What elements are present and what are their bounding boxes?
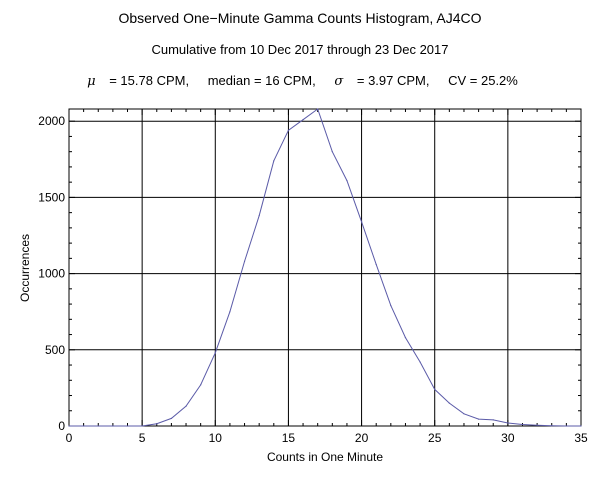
mu-symbol: μ (87, 74, 96, 89)
data-point (97, 425, 99, 427)
data-point (229, 311, 231, 313)
data-point (331, 151, 333, 153)
data-point (126, 425, 129, 427)
series-layer (68, 108, 582, 427)
y-tick-label: 1000 (38, 267, 65, 281)
data-point (390, 305, 392, 307)
y-tick-label: 500 (45, 343, 65, 357)
stat-sigma: σ = 3.97 CPM, (329, 73, 434, 89)
data-point (478, 418, 480, 420)
x-tick-label: 5 (139, 431, 146, 445)
sigma-symbol: σ (334, 74, 344, 89)
data-point (68, 425, 70, 427)
stat-mean: μ = 15.78 CPM, (82, 73, 194, 89)
data-point (287, 129, 290, 131)
stat-mean-value: = 15.78 CPM, (109, 73, 190, 88)
data-point (83, 425, 85, 427)
data-point (112, 425, 114, 427)
chart-stats-line: μ = 15.78 CPM, median = 16 CPM, σ = 3.97… (0, 73, 600, 89)
data-point (463, 413, 465, 415)
data-point (273, 160, 275, 162)
data-point (243, 260, 246, 263)
y-tick-label: 2000 (38, 114, 65, 128)
data-point (317, 108, 319, 110)
stat-sigma-value: = 3.97 CPM, (356, 73, 430, 88)
data-point (258, 215, 260, 217)
tick-layer: 0 5 10 15 20 25 30 35 0 500 1000 1500 2000 (38, 109, 588, 445)
data-point (580, 425, 582, 427)
x-tick-label: 15 (282, 431, 296, 445)
data-point (302, 119, 304, 121)
data-point (492, 419, 494, 421)
x-tick-label: 0 (66, 431, 73, 445)
data-point (170, 417, 172, 419)
data-point (507, 422, 509, 424)
chart-subtitle: Cumulative from 10 Dec 2017 through 23 D… (151, 42, 449, 57)
data-point (185, 405, 187, 407)
data-point (375, 263, 377, 266)
data-point (419, 361, 421, 363)
plot-frame (68, 108, 582, 427)
series-line (69, 108, 581, 427)
y-tick-label: 0 (58, 419, 65, 433)
x-tick-label: 10 (209, 431, 223, 445)
x-tick-label: 30 (501, 431, 515, 445)
data-point (521, 423, 524, 426)
data-point (214, 352, 216, 354)
x-axis-label: Counts in One Minute (267, 450, 383, 464)
data-point (448, 402, 450, 404)
data-point (141, 425, 143, 427)
data-point (565, 425, 567, 427)
data-point (434, 388, 436, 391)
data-point (536, 424, 538, 426)
x-tick-label: 25 (428, 431, 442, 445)
data-point (156, 423, 158, 425)
data-point (360, 221, 363, 223)
chart-title: Observed One−Minute Gamma Counts Histogr… (118, 10, 482, 26)
data-point (200, 384, 202, 386)
stat-median: median = 16 CPM, (207, 73, 316, 88)
y-axis-label: Occurrences (18, 234, 32, 302)
data-point (551, 425, 553, 427)
grid-layer (69, 109, 581, 426)
x-tick-label: 20 (355, 431, 369, 445)
x-tick-label: 35 (574, 431, 588, 445)
data-point (346, 180, 348, 182)
y-tick-label: 1500 (38, 190, 65, 204)
stat-cv: CV = 25.2% (448, 73, 518, 88)
data-point (404, 337, 407, 339)
